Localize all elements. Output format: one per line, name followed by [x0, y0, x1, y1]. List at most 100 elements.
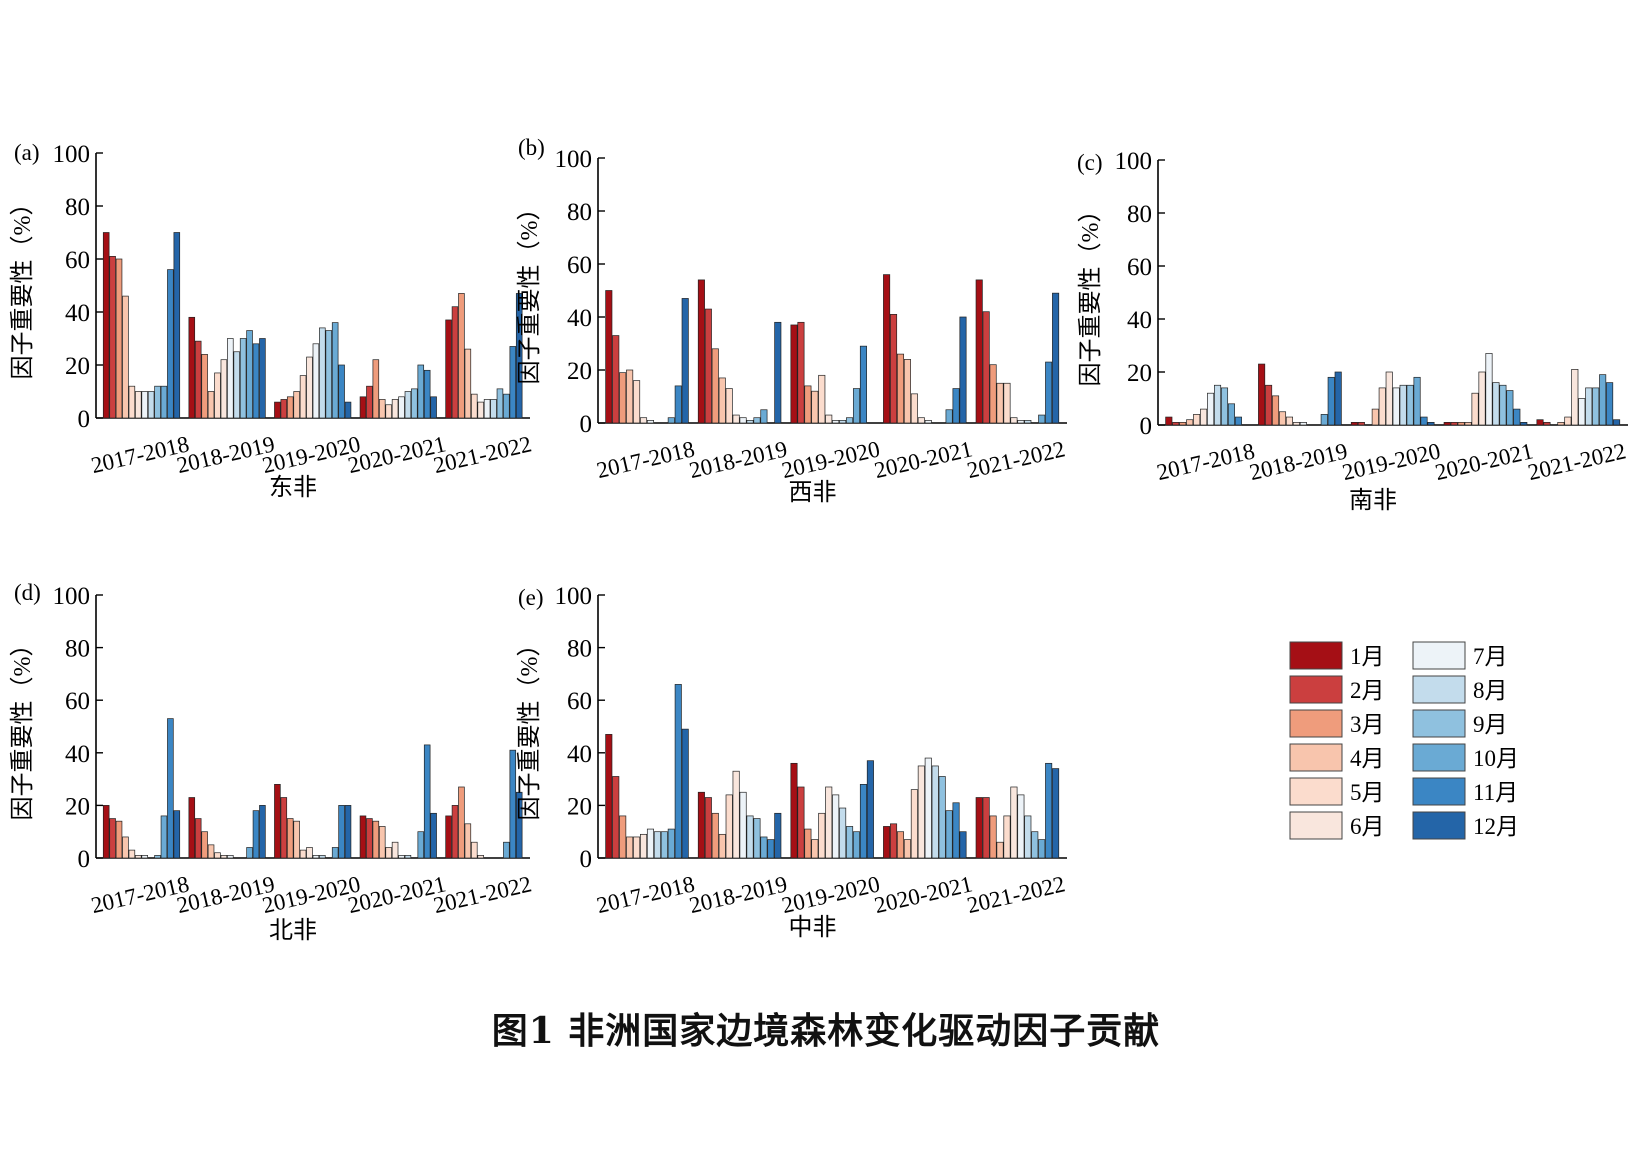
- legend-swatch: [1289, 777, 1343, 806]
- x-tick-label: 2021-2022: [965, 871, 1068, 918]
- panel-1: 0 20 40 60 80 100 (b) 因子重要性（%） 2017-20182018-201…: [516, 135, 1067, 506]
- bar-6月-2017-2018: [135, 855, 142, 859]
- bar-3月-2018-2019: [711, 812, 719, 859]
- bar-7月-2017-2018: [141, 855, 148, 859]
- bar-4月-2021-2022: [996, 382, 1004, 424]
- bar-10月-2020-2021: [945, 409, 953, 424]
- bar-10月-2020-2021: [417, 831, 425, 859]
- bar-8月-2021-2022: [1585, 387, 1593, 426]
- bar-3月-2020-2021: [372, 359, 380, 419]
- bar-8月-2019-2020: [839, 807, 847, 859]
- bar-12月-2020-2021: [430, 812, 437, 859]
- bar-10月-2019-2020: [331, 322, 339, 419]
- bar-12月-2021-2022: [1052, 292, 1060, 424]
- bar-11月-2021-2022: [1606, 382, 1614, 426]
- bar-10月-2020-2021: [1506, 390, 1514, 426]
- bar-3月-2020-2021: [372, 820, 380, 859]
- bar-7月-2019-2020: [832, 794, 840, 859]
- legend-label: 1月: [1350, 644, 1385, 669]
- panel-4: 0 20 40 60 80 100 (e) 因子重要性（%） 2017-20182018-201…: [516, 583, 1067, 941]
- legend-swatch: [1289, 675, 1343, 704]
- x-tick-label: 2017-2018: [594, 436, 697, 483]
- panel-3: 020406080100(d)因子重要性（%）2017-20182018-201…: [9, 580, 534, 944]
- bar-12月-2019-2020: [344, 805, 352, 859]
- bar-10月-2018-2019: [246, 847, 253, 859]
- x-tick-label: 2018-2019: [687, 436, 790, 483]
- bar-7月-2019-2020: [312, 343, 320, 419]
- bar-5月-2020-2021: [385, 847, 392, 859]
- y-tick-label: 40: [1127, 307, 1152, 334]
- bar-4月-2019-2020: [811, 839, 819, 859]
- bar-2月-2018-2019: [194, 818, 202, 859]
- bar-11月-2021-2022: [509, 749, 517, 859]
- bar-8月-2020-2021: [404, 855, 412, 859]
- bar-7月-2021-2022: [1578, 398, 1586, 426]
- bar-6月-2021-2022: [1010, 786, 1018, 859]
- bar-3月-2017-2018: [1179, 422, 1187, 426]
- bar-5月-2017-2018: [633, 380, 641, 424]
- bar-6月-2017-2018: [135, 391, 142, 419]
- bar-2月-2020-2021: [890, 314, 898, 424]
- bar-7月-2020-2021: [924, 420, 932, 424]
- bar-7月-2018-2019: [227, 338, 234, 419]
- y-axis-label: 因子重要性（%）: [9, 192, 36, 380]
- bar-3月-2019-2020: [804, 385, 812, 424]
- bar-6月-2017-2018: [640, 833, 648, 859]
- y-tick-label: 60: [567, 252, 592, 279]
- bar-2月-2017-2018: [109, 818, 116, 859]
- bar-11月-2019-2020: [338, 364, 345, 419]
- bar-2月-2018-2019: [704, 797, 712, 859]
- bar-11月-2020-2021: [423, 744, 431, 859]
- legend-label: 8月: [1473, 678, 1508, 703]
- bar-9月-2021-2022: [1592, 387, 1600, 426]
- bar-12月-2021-2022: [1052, 768, 1060, 859]
- panel-label: (c): [1077, 150, 1103, 175]
- y-tick-label: 0: [580, 411, 593, 438]
- bar-2月-2021-2022: [1543, 422, 1551, 426]
- bar-10月-2020-2021: [945, 810, 953, 859]
- bar-7月-2017-2018: [1207, 392, 1215, 426]
- bar-1月-2021-2022: [1536, 419, 1544, 426]
- bar-10月-2017-2018: [160, 815, 168, 859]
- bar-10月-2018-2019: [246, 330, 253, 419]
- bar-5月-2018-2019: [725, 794, 733, 859]
- y-tick-label: 40: [65, 741, 90, 768]
- bar-1月-2017-2018: [605, 290, 613, 424]
- bar-1月-2017-2018: [102, 232, 110, 419]
- bar-11月-2017-2018: [167, 269, 174, 419]
- bar-11月-2021-2022: [1045, 762, 1053, 859]
- bar-4月-2018-2019: [207, 844, 215, 859]
- y-tick-label: 100: [53, 583, 91, 610]
- bar-7月-2018-2019: [739, 417, 747, 424]
- bar-1月-2019-2020: [1350, 422, 1358, 426]
- bar-1月-2018-2019: [697, 279, 705, 424]
- bar-4月-2020-2021: [903, 359, 911, 424]
- bar-7月-2017-2018: [646, 420, 654, 424]
- bar-2月-2021-2022: [982, 311, 990, 424]
- bar-11月-2017-2018: [674, 385, 682, 424]
- bar-12月-2019-2020: [1427, 422, 1435, 426]
- bar-7月-2021-2022: [1017, 420, 1025, 424]
- bar-1月-2018-2019: [188, 797, 196, 859]
- bar-9月-2020-2021: [938, 776, 946, 859]
- bar-1月-2021-2022: [975, 279, 983, 424]
- bar-4月-2017-2018: [122, 295, 129, 419]
- bar-5月-2019-2020: [299, 375, 307, 419]
- y-tick-label: 80: [65, 194, 90, 221]
- bar-6月-2018-2019: [732, 770, 740, 859]
- bar-6月-2017-2018: [1200, 408, 1208, 426]
- bar-10月-2018-2019: [1320, 414, 1328, 426]
- panel-2: 0 20 40 60 80 100 (c) 因子重要性（%） 2017-20182018-201…: [1077, 148, 1628, 514]
- x-axis-label: 中非: [789, 914, 837, 941]
- y-tick-label: 60: [567, 688, 592, 715]
- bar-5月-2019-2020: [818, 812, 826, 859]
- bar-11月-2020-2021: [952, 802, 960, 859]
- bar-3月-2020-2021: [896, 831, 905, 859]
- bar-11月-2020-2021: [1513, 408, 1521, 426]
- bar-9月-2020-2021: [411, 388, 418, 419]
- bar-1月-2018-2019: [1258, 363, 1266, 426]
- y-tick-label: 0: [580, 846, 593, 873]
- bar-9月-2019-2020: [1406, 384, 1414, 426]
- bar-12月-2018-2019: [259, 805, 266, 859]
- bar-8月-2017-2018: [653, 831, 661, 859]
